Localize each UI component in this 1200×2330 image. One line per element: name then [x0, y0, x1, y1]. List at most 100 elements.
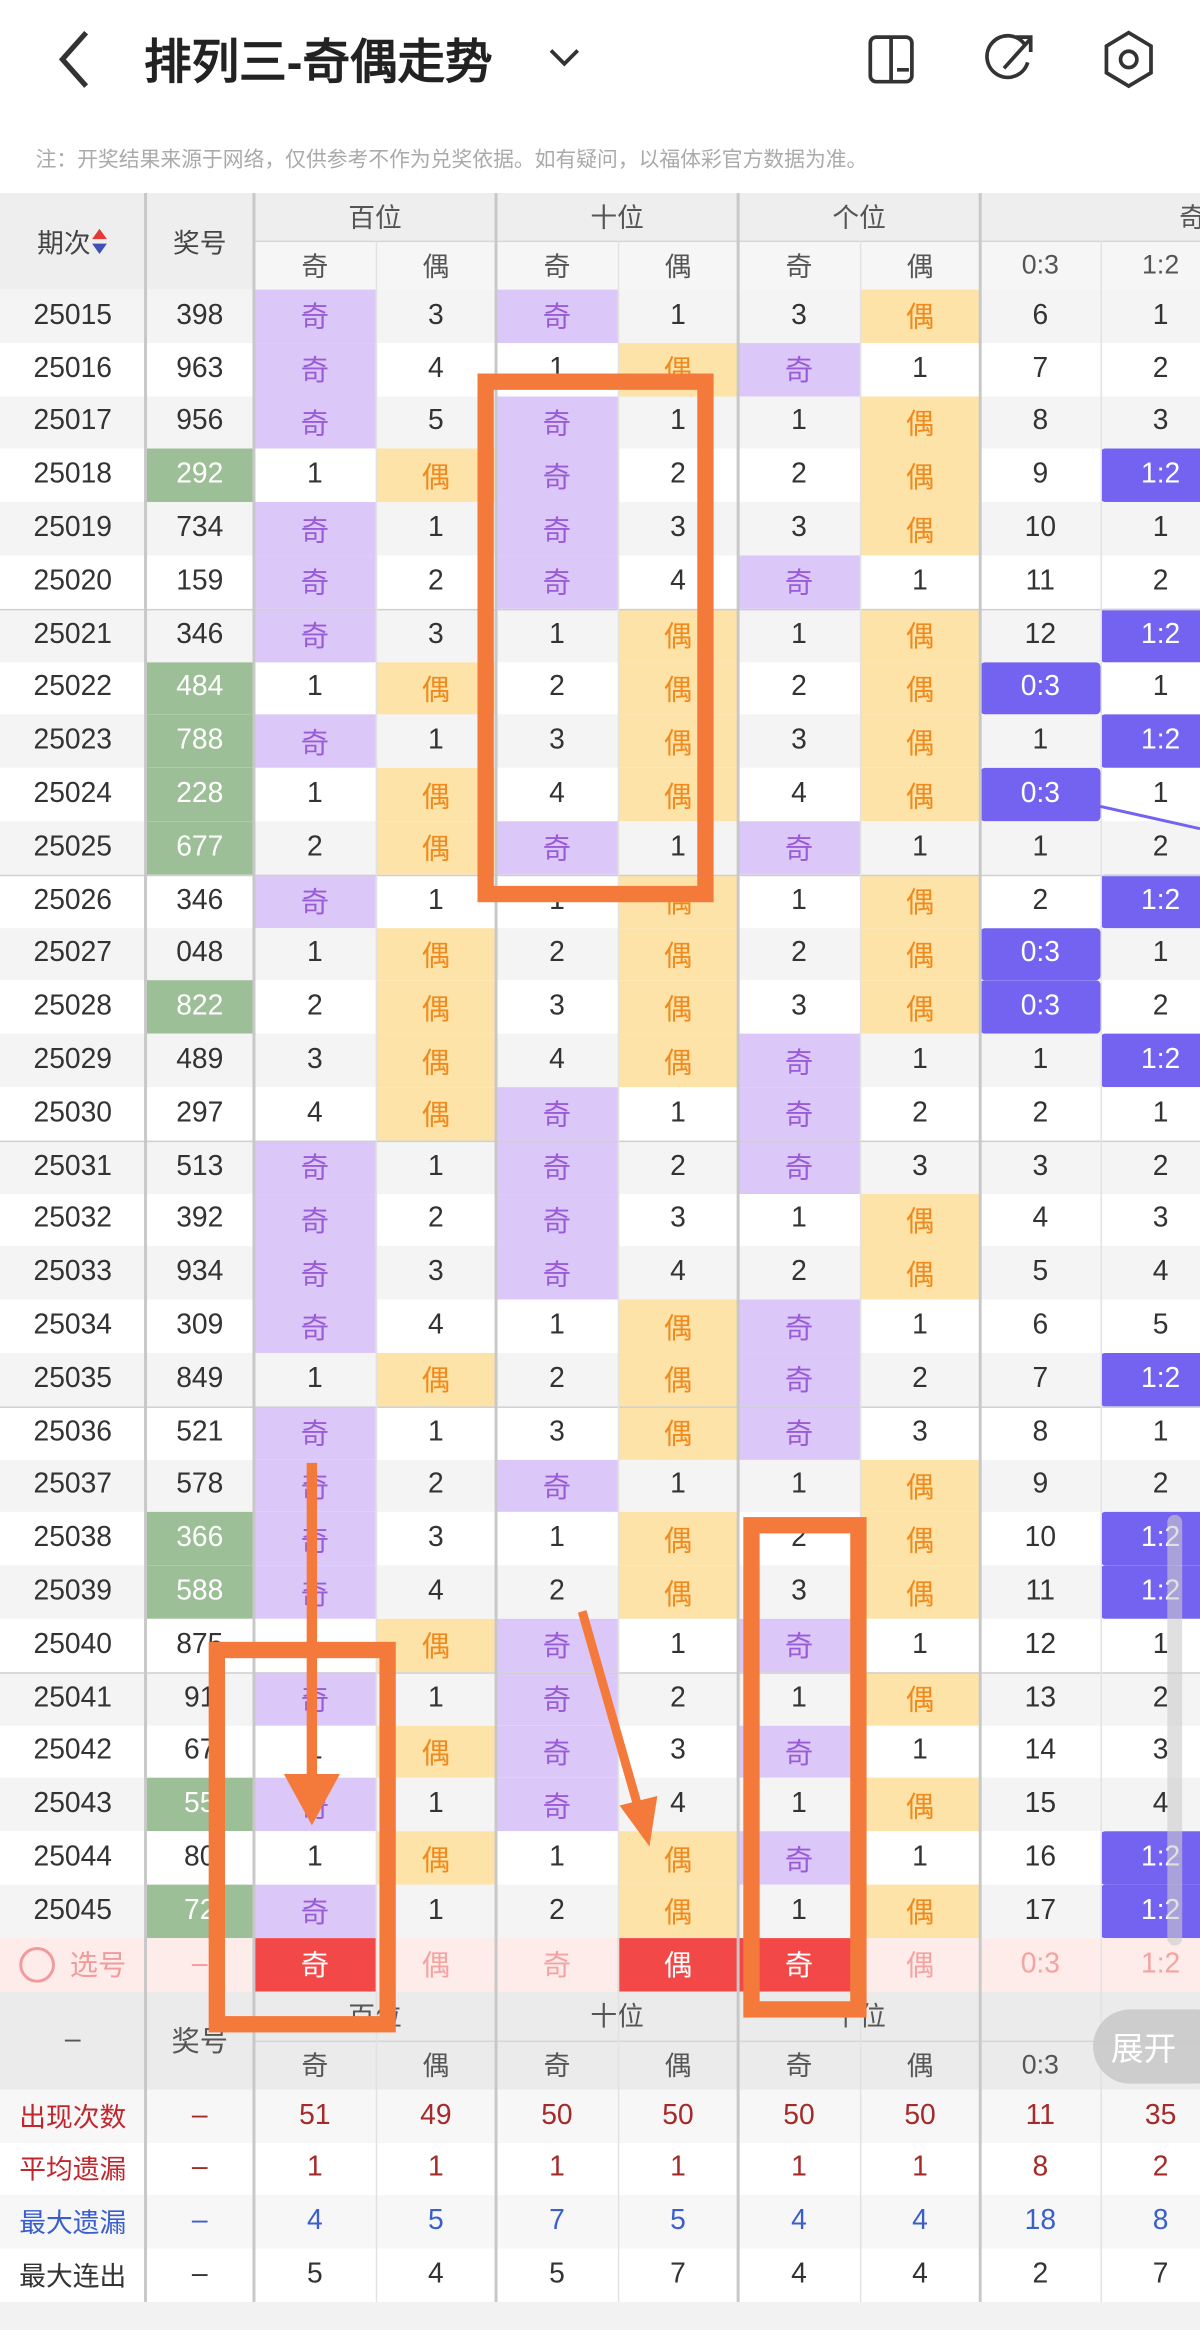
trend-cell: 2 [1152, 353, 1169, 385]
trend-cell: 1 [791, 406, 807, 438]
trend-cell: 3 [306, 1044, 323, 1076]
issue: 25024 [33, 778, 113, 810]
trend-cell: 3 [912, 1416, 928, 1448]
trend-cell: 4 [428, 1575, 444, 1608]
trend-cell: 2 [549, 1363, 565, 1395]
issue: 25038 [33, 1522, 113, 1554]
trend-cell: 奇 [738, 1618, 860, 1672]
back-button[interactable] [58, 30, 89, 88]
pick-cell[interactable]: 奇 [253, 1937, 376, 1992]
trend-cell: 15 [1024, 1788, 1057, 1820]
trend-cell: 1 [912, 831, 928, 863]
trend-cell: 偶 [617, 768, 739, 822]
trend-cell: 1 [1152, 937, 1169, 970]
trend-cell: 1 [428, 725, 444, 757]
settings-icon[interactable] [1104, 30, 1153, 89]
issue: 25023 [33, 725, 113, 757]
stat-value: 4 [791, 2259, 807, 2291]
divider [144, 193, 148, 2302]
issue: 25021 [33, 618, 113, 651]
pick-cell[interactable]: 奇 [738, 1937, 860, 1992]
trend-cell: 1 [912, 1310, 928, 1342]
draw-number: 297 [176, 1097, 224, 1129]
pick-cell[interactable]: 奇 [542, 1951, 572, 1984]
trend-cell: 3 [1032, 1150, 1049, 1182]
pick-label: 选号 [0, 1938, 146, 1991]
trend-cell: 偶 [859, 661, 981, 715]
stat-value: 50 [541, 2099, 573, 2131]
trend-cell: 1 [670, 1097, 686, 1129]
draw-number: 292 [145, 449, 254, 503]
trend-cell: 偶 [375, 1087, 497, 1141]
group-header: 十位 [590, 203, 644, 234]
pick-cell[interactable]: 偶 [421, 1951, 451, 1984]
sort-up[interactable] [92, 227, 107, 239]
draw-number: 849 [176, 1363, 224, 1395]
expand-button[interactable]: 展开 [1093, 2009, 1200, 2084]
stat-value: – [191, 2152, 208, 2184]
trend-cell: 2 [670, 1150, 686, 1182]
trend-cell: 11 [1025, 565, 1055, 597]
trend-cell: 1 [1152, 1629, 1169, 1661]
trend-cell: 1:2 [1100, 1565, 1200, 1619]
screenshot-icon[interactable] [868, 35, 914, 84]
trend-cell: 3 [549, 991, 565, 1023]
pick-cell[interactable]: 1:2 [1141, 1948, 1181, 1980]
trend-cell: 偶 [375, 1831, 497, 1885]
draw-number: 484 [145, 661, 254, 715]
trend-cell: 1 [912, 1735, 928, 1767]
trend-cell: 8 [1032, 1416, 1049, 1448]
trend-cell: 偶 [859, 395, 981, 450]
stat-value: 50 [783, 2099, 815, 2131]
draw-number: 521 [176, 1416, 224, 1448]
issue: 25039 [33, 1575, 113, 1608]
trend-cell: 1:2 [1100, 608, 1200, 662]
trend-cell: 1 [1152, 299, 1169, 332]
stat-value: 4 [791, 2205, 807, 2238]
trend-cell: 奇 [253, 1565, 376, 1619]
trend-cell: 1:2 [1100, 1884, 1200, 1938]
pick-cell[interactable]: 0:3 [1020, 1948, 1060, 1980]
share-icon[interactable] [985, 33, 1033, 80]
divider [253, 2040, 1200, 2042]
trend-cell: 10 [1024, 512, 1057, 544]
stat-value: 7 [549, 2205, 565, 2238]
trend-cell: 偶 [859, 980, 981, 1034]
pick-row-bg [0, 1937, 1200, 1992]
pick-cell[interactable]: 偶 [905, 1951, 935, 1984]
trend-cell: 奇 [496, 1725, 618, 1779]
sort-down[interactable] [92, 242, 107, 254]
issue: 25016 [33, 353, 113, 385]
trend-cell: 奇 [496, 821, 618, 875]
pick-circle[interactable] [19, 1946, 55, 1983]
trend-cell: 奇 [738, 1033, 860, 1088]
trend-cell: 偶 [617, 1512, 739, 1566]
trend-cell: 奇 [496, 1087, 618, 1141]
footer-sub: 偶 [664, 2051, 692, 2082]
stat-value: 49 [420, 2099, 452, 2131]
issue: 25017 [33, 406, 113, 438]
trend-cell: 偶 [617, 661, 739, 715]
trend-cell: 5 [1032, 1256, 1049, 1289]
trend-cell: 1 [306, 672, 323, 704]
sort-icon[interactable] [91, 226, 109, 256]
trend-cell: 偶 [617, 1299, 739, 1353]
dropdown-arrow[interactable] [549, 49, 580, 67]
trend-cell: 奇 [738, 1831, 860, 1885]
trend-cell: 2 [791, 1522, 807, 1554]
pick-cell[interactable]: 偶 [617, 1937, 739, 1992]
trend-cell: 4 [549, 1044, 565, 1076]
stat-value: 50 [904, 2099, 936, 2131]
trend-cell: 奇 [253, 1671, 376, 1726]
issue: 25026 [33, 884, 113, 916]
trend-cell: 14 [1024, 1735, 1057, 1767]
trend-cell: 2 [428, 565, 444, 597]
issue: 25044 [33, 1841, 113, 1873]
issue: 25027 [33, 937, 113, 970]
trend-cell: 偶 [859, 1778, 981, 1832]
draw-number: 489 [176, 1044, 224, 1076]
trend-cell: 4 [791, 778, 807, 810]
trend-cell: 奇 [496, 1140, 618, 1194]
trend-cell: 1 [549, 1841, 565, 1873]
trend-cell: 偶 [859, 1565, 981, 1619]
